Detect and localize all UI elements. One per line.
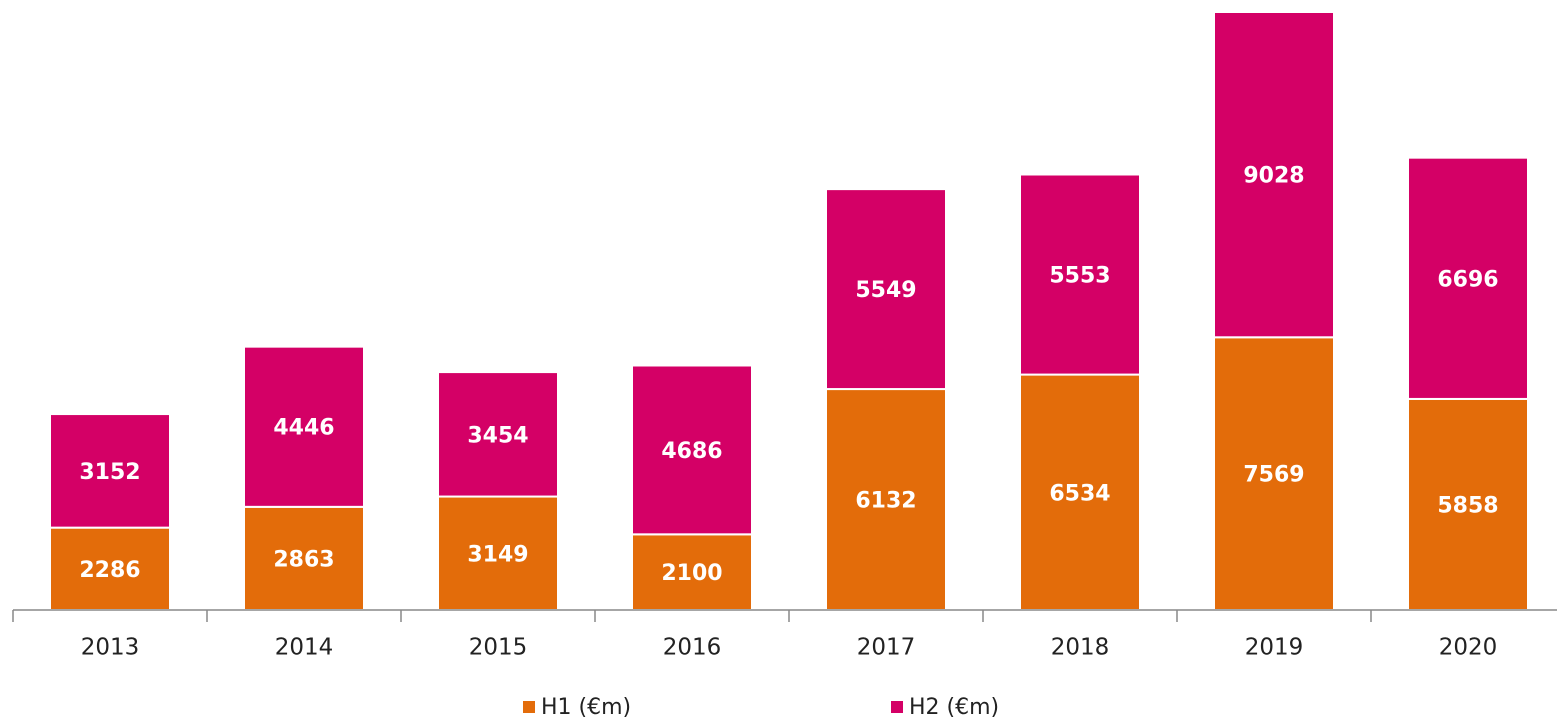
bar-segment	[1019, 373, 1141, 612]
bar-segment	[49, 413, 171, 529]
bar-segment	[631, 364, 753, 536]
data-label: 5549	[855, 278, 916, 303]
legend-label: H1 (€m)	[541, 695, 631, 720]
data-label: 2863	[273, 547, 334, 572]
data-label: 5553	[1049, 264, 1110, 289]
x-tick-label: 2013	[81, 635, 140, 661]
bar-segment	[825, 188, 947, 391]
x-tick-label: 2017	[857, 635, 916, 661]
x-tick-label: 2018	[1051, 635, 1110, 661]
legend-swatch	[891, 701, 903, 713]
data-label: 2286	[79, 558, 140, 583]
bar-segment	[1213, 336, 1335, 611]
data-label: 3454	[467, 423, 528, 448]
data-label: 6534	[1049, 481, 1110, 506]
data-label: 3152	[79, 460, 140, 485]
legend-swatch	[523, 701, 535, 713]
data-label: 3149	[467, 542, 528, 567]
bar-segment	[1019, 173, 1141, 376]
bar-segment	[243, 345, 365, 508]
data-label: 2100	[661, 561, 722, 586]
data-label: 5858	[1437, 493, 1498, 518]
data-label: 7569	[1243, 463, 1304, 488]
bar-segment	[1213, 11, 1335, 339]
data-label: 9028	[1243, 164, 1304, 189]
bar-segment	[49, 526, 171, 611]
x-tick-label: 2020	[1439, 635, 1498, 661]
bar-segment	[1407, 397, 1529, 612]
bar-segment	[437, 371, 559, 498]
x-tick-label: 2015	[469, 635, 528, 661]
bar-segment	[1407, 156, 1529, 400]
data-label: 6696	[1437, 267, 1498, 292]
data-label: 4446	[273, 416, 334, 441]
x-tick-label: 2016	[663, 635, 722, 661]
data-label: 6132	[855, 489, 916, 514]
legend-label: H2 (€m)	[909, 695, 999, 720]
x-tick-label: 2019	[1245, 635, 1304, 661]
x-tick-label: 2014	[275, 635, 334, 661]
data-label: 4686	[661, 439, 722, 464]
